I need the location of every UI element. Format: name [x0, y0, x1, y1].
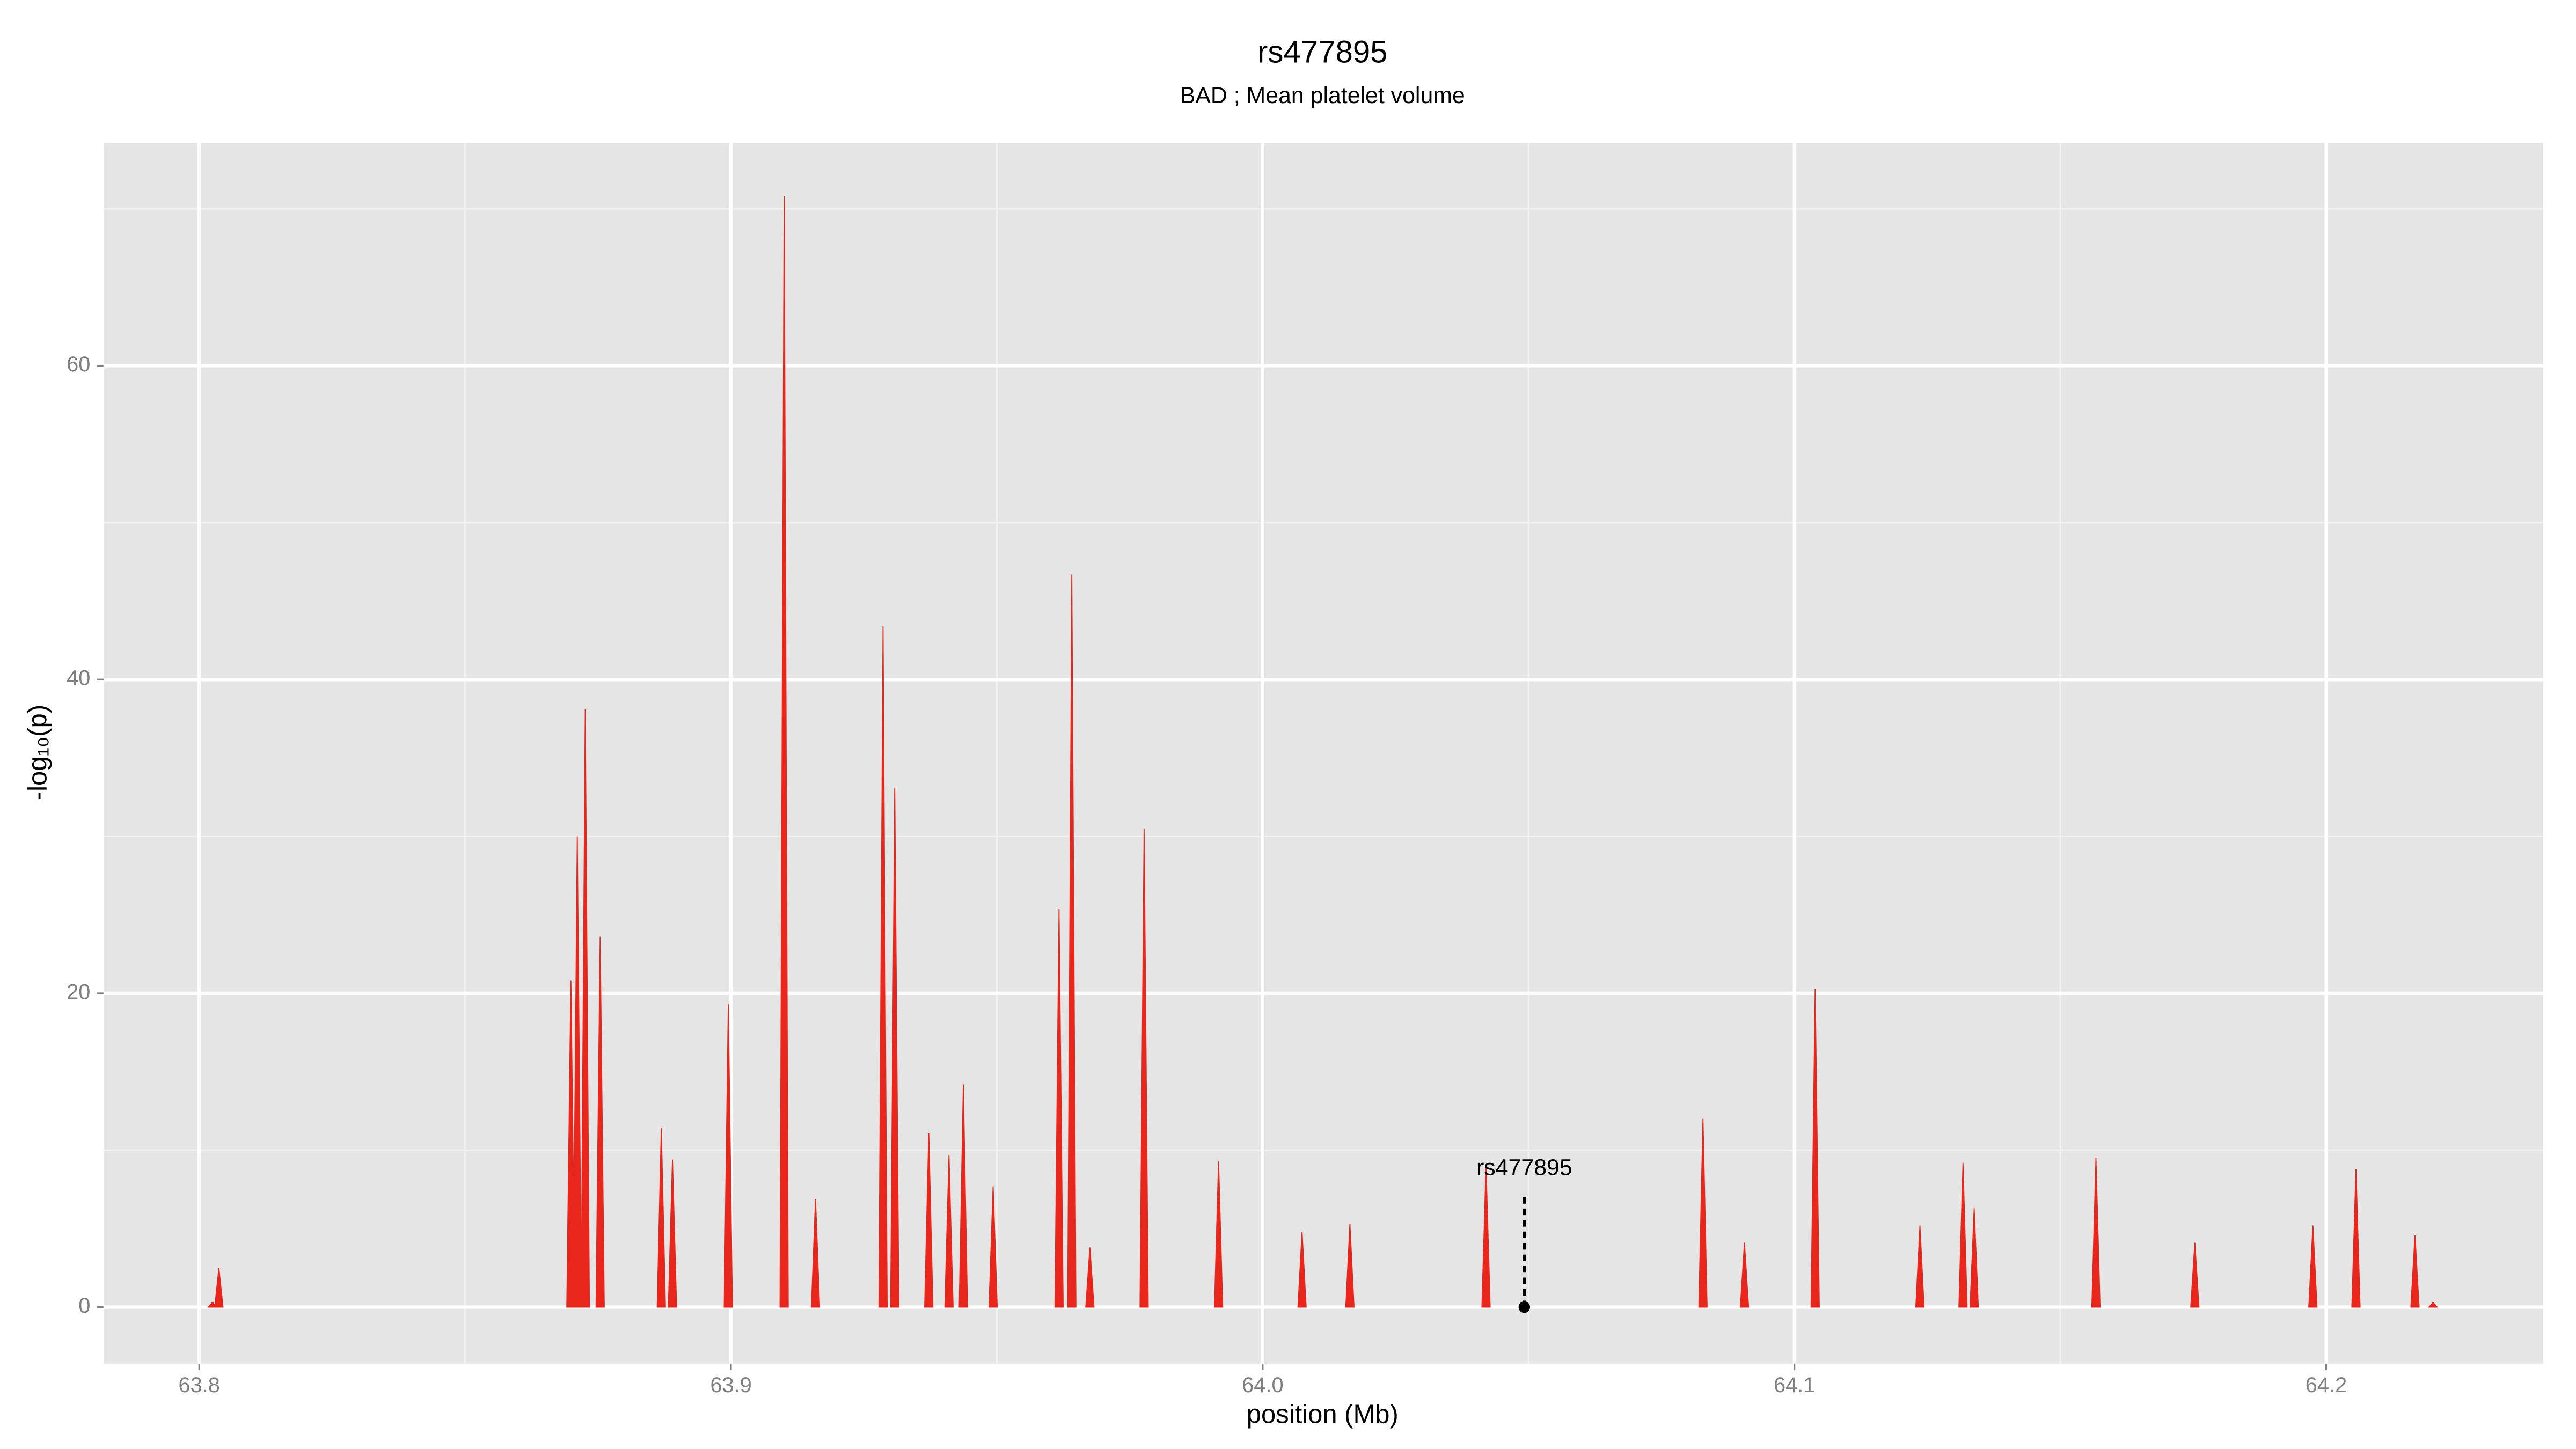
annotation-label: rs477895 [1476, 1155, 1572, 1181]
spike [668, 1159, 677, 1308]
spike [656, 1128, 666, 1308]
x-tick-label: 64.2 [2306, 1373, 2347, 1397]
spike [1067, 574, 1077, 1308]
spike [988, 1186, 998, 1308]
chart-subtitle: BAD ; Mean platelet volume [1180, 83, 1465, 108]
spike [2351, 1169, 2361, 1308]
y-tick-label: 60 [67, 353, 90, 376]
plot-panel [103, 143, 2543, 1364]
spike [723, 1004, 733, 1308]
spike [1810, 989, 1820, 1308]
spike [580, 709, 590, 1308]
spike [1958, 1162, 1968, 1308]
spike [1345, 1224, 1355, 1308]
x-tick-label: 63.8 [178, 1373, 219, 1397]
spike [2410, 1235, 2420, 1308]
spike [566, 980, 576, 1308]
x-tick-label: 63.9 [710, 1373, 751, 1397]
spike [1915, 1225, 1925, 1308]
spike [1481, 1166, 1491, 1308]
spike [2308, 1225, 2318, 1308]
spike [1085, 1247, 1095, 1308]
y-tick-label: 20 [67, 980, 90, 1004]
spike [779, 196, 789, 1308]
spike [1969, 1208, 1979, 1308]
spike [214, 1268, 224, 1308]
spike [573, 836, 582, 1308]
y-tick-label: 40 [67, 667, 90, 690]
spike [1139, 828, 1149, 1308]
spike [1739, 1242, 1750, 1308]
chart-title: rs477895 [1257, 34, 1388, 69]
y-tick-label: 0 [78, 1294, 90, 1318]
spike [944, 1154, 954, 1308]
y-axis-label: -log₁₀(p) [23, 705, 52, 800]
x-axis-label: position (Mb) [1247, 1400, 1399, 1429]
spike [2091, 1158, 2101, 1308]
spike [890, 787, 899, 1308]
spike [1214, 1161, 1224, 1308]
spike [810, 1198, 821, 1308]
x-tick-label: 64.0 [1242, 1373, 1283, 1397]
spike [2190, 1242, 2200, 1308]
x-tick-label: 64.1 [1774, 1373, 1815, 1397]
spike [2428, 1301, 2439, 1308]
spike [595, 936, 605, 1308]
spike [1698, 1118, 1708, 1308]
spike [958, 1084, 968, 1308]
spike [924, 1133, 934, 1308]
spike [1297, 1232, 1307, 1308]
spike [878, 626, 888, 1308]
spike [1054, 908, 1064, 1308]
annotation-point [1518, 1301, 1531, 1313]
